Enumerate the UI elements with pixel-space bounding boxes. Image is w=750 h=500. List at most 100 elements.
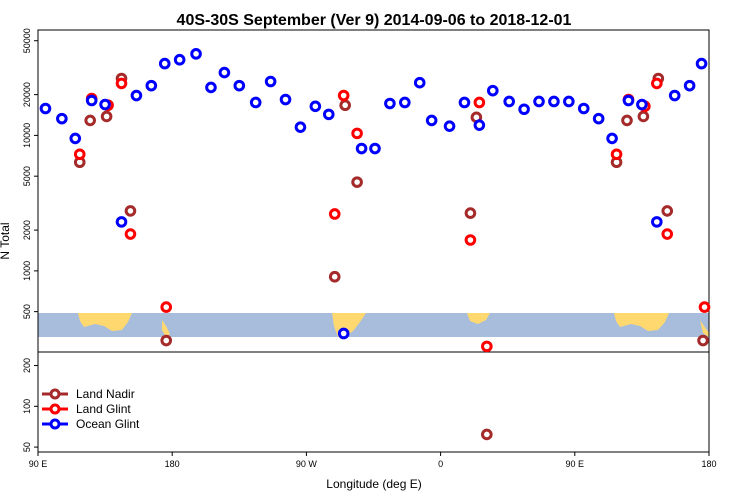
point xyxy=(351,127,363,140)
point xyxy=(661,228,674,240)
point xyxy=(249,96,262,109)
point xyxy=(84,114,96,127)
point xyxy=(698,301,711,313)
point xyxy=(592,112,605,125)
legend-marker xyxy=(49,403,61,415)
y-tick-label: 20000 xyxy=(22,82,32,107)
point xyxy=(636,98,648,111)
y-tick-label: 1000 xyxy=(22,261,32,281)
point xyxy=(190,48,202,60)
x-axis-label: Longitude (deg E) xyxy=(326,477,421,491)
y-tick-label: 2000 xyxy=(22,220,32,240)
point xyxy=(355,142,368,155)
point xyxy=(563,95,575,108)
y-tick-label: 200 xyxy=(22,358,32,373)
point xyxy=(145,79,158,92)
point xyxy=(384,97,396,110)
point xyxy=(503,95,515,108)
point xyxy=(399,96,411,109)
point xyxy=(458,96,471,109)
legend-marker xyxy=(49,418,61,430)
point xyxy=(73,148,86,161)
point xyxy=(337,89,350,102)
point xyxy=(637,110,650,123)
point xyxy=(160,334,173,347)
x-tick-label: 180 xyxy=(701,459,716,469)
point xyxy=(100,110,113,123)
point xyxy=(115,216,128,228)
point xyxy=(294,121,307,133)
x-tick-label: 90 E xyxy=(29,459,48,469)
y-axis-label: N Total xyxy=(0,222,12,259)
point xyxy=(322,108,335,121)
legend-label: Land Glint xyxy=(76,402,131,416)
point xyxy=(695,57,708,70)
point xyxy=(233,79,246,92)
point xyxy=(473,119,486,131)
point xyxy=(99,98,111,111)
y-tick-label: 5000 xyxy=(22,166,32,186)
point xyxy=(425,114,438,127)
point xyxy=(328,208,341,220)
point xyxy=(69,132,82,145)
point xyxy=(481,340,493,353)
point xyxy=(661,205,674,217)
y-tick-label: 100 xyxy=(22,399,32,414)
point xyxy=(464,234,477,246)
point xyxy=(610,148,623,161)
point xyxy=(651,216,663,228)
point xyxy=(473,96,486,109)
map-strip xyxy=(38,313,709,337)
point xyxy=(606,132,618,145)
x-tick-label: 180 xyxy=(165,459,180,469)
point xyxy=(339,99,351,112)
point xyxy=(486,84,499,97)
point xyxy=(697,334,709,347)
point xyxy=(309,100,322,113)
point xyxy=(533,95,545,108)
x-tick-label: 0 xyxy=(438,459,443,469)
point xyxy=(160,301,173,313)
point xyxy=(124,228,137,240)
plot-frame xyxy=(37,29,710,453)
x-tick-label: 90 E xyxy=(566,459,585,469)
point xyxy=(115,77,128,90)
point xyxy=(577,102,590,115)
point xyxy=(218,66,231,79)
point xyxy=(369,142,381,155)
point xyxy=(351,176,363,188)
legend-label: Land Nadir xyxy=(76,387,135,401)
point xyxy=(39,102,52,115)
point xyxy=(337,327,350,340)
point xyxy=(413,76,426,89)
y-tick-label: 50000 xyxy=(22,28,32,53)
point xyxy=(518,103,530,116)
point xyxy=(279,93,292,106)
point xyxy=(683,79,696,92)
point xyxy=(621,114,633,127)
point xyxy=(481,428,493,441)
point xyxy=(651,77,663,90)
y-tick-label: 50 xyxy=(22,442,32,452)
point xyxy=(328,270,341,283)
point xyxy=(124,205,137,217)
legend-marker xyxy=(49,388,61,400)
point xyxy=(464,207,477,219)
point xyxy=(668,89,681,102)
point xyxy=(548,95,560,108)
point xyxy=(443,120,456,132)
chart-title: 40S-30S September (Ver 9) 2014-09-06 to … xyxy=(177,12,572,29)
point xyxy=(264,75,277,88)
y-tick-label: 500 xyxy=(22,304,32,319)
y-tick-label: 10000 xyxy=(22,123,32,148)
point xyxy=(158,57,171,70)
point xyxy=(130,89,143,102)
x-tick-label: 90 W xyxy=(296,459,318,469)
legend-label: Ocean Glint xyxy=(76,417,140,431)
point xyxy=(56,112,68,125)
point xyxy=(85,94,98,107)
point xyxy=(205,81,217,94)
point xyxy=(622,94,635,107)
